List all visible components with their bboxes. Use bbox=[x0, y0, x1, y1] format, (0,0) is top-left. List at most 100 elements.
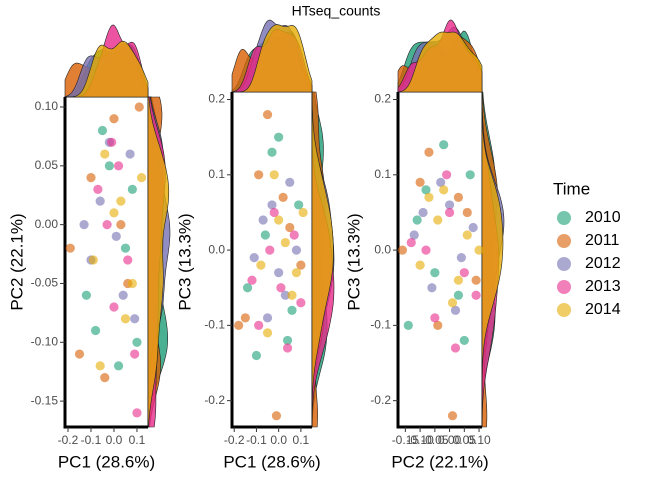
legend-swatch bbox=[557, 234, 571, 248]
point bbox=[111, 231, 121, 242]
point bbox=[269, 207, 279, 218]
x-tick-label: -0.2 bbox=[58, 433, 79, 447]
point bbox=[450, 305, 461, 315]
point bbox=[439, 140, 449, 150]
point bbox=[130, 314, 140, 324]
point bbox=[93, 184, 103, 194]
x-axis-title: PC1 (28.6%) bbox=[58, 452, 155, 471]
y-axis-title: PC2 (22.1%) bbox=[7, 213, 26, 310]
point bbox=[450, 343, 461, 353]
point bbox=[120, 243, 131, 253]
point bbox=[88, 255, 98, 265]
y-tick-label: 0.10 bbox=[35, 99, 59, 113]
point bbox=[421, 245, 431, 255]
y-tick-label: -0.1 bbox=[204, 318, 225, 332]
point bbox=[433, 215, 443, 225]
y-tick-label: 0.2 bbox=[374, 92, 391, 106]
x-tick-label: -0.05 bbox=[421, 433, 449, 447]
point bbox=[444, 207, 455, 218]
point bbox=[113, 361, 124, 371]
point bbox=[95, 196, 105, 206]
right-density bbox=[311, 91, 334, 427]
top-density bbox=[65, 40, 149, 98]
legend-label: 2010 bbox=[585, 209, 621, 226]
x-tick-label: -0.2 bbox=[224, 433, 245, 447]
legend-swatch bbox=[557, 303, 571, 317]
point bbox=[90, 325, 101, 336]
point bbox=[100, 372, 110, 383]
point bbox=[462, 230, 472, 240]
point bbox=[459, 335, 469, 346]
y-tick-label: 0.00 bbox=[35, 217, 59, 231]
point bbox=[120, 314, 131, 324]
point bbox=[251, 350, 262, 361]
point bbox=[113, 161, 124, 171]
point bbox=[95, 361, 105, 371]
y-tick-label: -0.15 bbox=[31, 393, 59, 407]
point bbox=[97, 125, 108, 136]
point bbox=[100, 149, 110, 159]
point bbox=[74, 349, 85, 359]
y-tick-label: 0.0 bbox=[374, 242, 391, 256]
point bbox=[397, 245, 408, 255]
y-tick-label: 0.2 bbox=[208, 92, 225, 106]
point bbox=[254, 170, 264, 180]
x-tick-label: 0.10 bbox=[467, 433, 491, 447]
x-axis-title: PC1 (28.6%) bbox=[223, 452, 320, 471]
point bbox=[430, 268, 440, 278]
legend-swatch bbox=[557, 211, 571, 225]
point bbox=[234, 320, 244, 330]
point bbox=[471, 290, 481, 300]
y-tick-label: 0.1 bbox=[374, 167, 391, 181]
point bbox=[294, 200, 304, 210]
point bbox=[242, 283, 253, 293]
point bbox=[109, 208, 119, 218]
point bbox=[415, 260, 425, 270]
point bbox=[116, 196, 126, 206]
point bbox=[247, 275, 257, 285]
point bbox=[285, 222, 295, 233]
plot-area bbox=[232, 92, 312, 427]
chart-title: HTseq_counts bbox=[292, 3, 381, 19]
y-axis-title: PC3 (13.3%) bbox=[344, 213, 363, 310]
point bbox=[136, 172, 147, 183]
point bbox=[403, 320, 413, 330]
point bbox=[109, 114, 119, 124]
point bbox=[285, 177, 295, 187]
point bbox=[79, 220, 89, 230]
x-tick-label: -0.15 bbox=[392, 433, 420, 447]
x-axis-title: PC2 (22.1%) bbox=[391, 452, 488, 471]
point bbox=[436, 177, 446, 187]
point bbox=[118, 290, 128, 300]
legend-label: 2011 bbox=[585, 232, 620, 249]
point bbox=[249, 253, 259, 263]
point bbox=[132, 337, 142, 347]
point bbox=[459, 268, 469, 278]
legend-label: 2014 bbox=[585, 301, 621, 318]
point bbox=[282, 335, 293, 346]
point bbox=[65, 243, 75, 253]
point bbox=[456, 253, 466, 263]
point bbox=[127, 278, 137, 289]
point bbox=[109, 302, 119, 312]
point bbox=[465, 170, 475, 180]
point bbox=[447, 411, 458, 421]
point bbox=[102, 220, 112, 230]
x-tick-label: -0.1 bbox=[246, 433, 267, 447]
point bbox=[274, 268, 284, 278]
point bbox=[260, 230, 270, 240]
y-tick-label: -0.10 bbox=[31, 334, 59, 348]
point bbox=[262, 328, 273, 338]
point bbox=[412, 215, 422, 225]
x-tick-label: 0.1 bbox=[129, 433, 146, 447]
point bbox=[418, 207, 428, 218]
point bbox=[278, 192, 288, 202]
y-tick-label: 0.0 bbox=[208, 242, 225, 256]
point bbox=[424, 147, 434, 157]
legend-label: 2012 bbox=[585, 255, 621, 272]
x-tick-label: -0.1 bbox=[81, 433, 102, 447]
point bbox=[421, 185, 431, 195]
point bbox=[274, 132, 284, 142]
point bbox=[289, 230, 299, 240]
